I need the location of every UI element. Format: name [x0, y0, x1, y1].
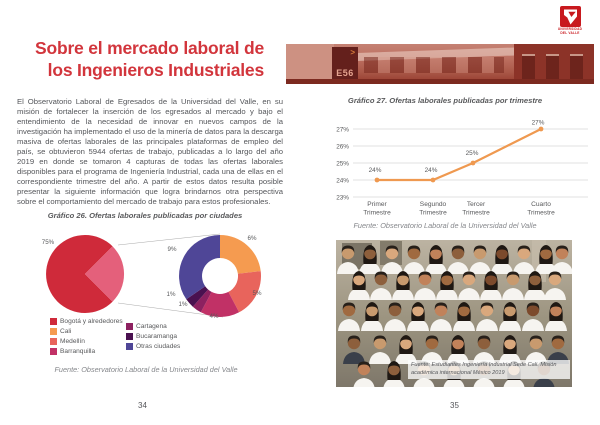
donut-label-otras: 9% [168, 246, 177, 253]
legend-item-otras: Otras ciudades [126, 343, 180, 350]
donut-label-medellin: 5% [253, 290, 262, 297]
chart26-legend: Bogotá y alrededores Cali Medellín Barra… [50, 318, 260, 360]
univalle-emblem-icon [563, 9, 577, 25]
page-title-line2: los Ingenieros Industriales [47, 59, 265, 80]
donut-slice-cali [220, 235, 261, 274]
legend-swatch-medellin [50, 338, 57, 345]
page-title-line1: Sobre el mercado laboral de [35, 38, 264, 58]
photo-door [570, 54, 583, 84]
legend-label-cali: Cali [60, 328, 72, 335]
svg-text:26%: 26% [336, 144, 349, 151]
legend-swatch-barranquilla [50, 348, 57, 355]
chart26-source: Fuente: Observatorio Laboral de la Unive… [54, 365, 238, 374]
univalle-logo-icon [559, 6, 581, 27]
pie-connector-top [117, 233, 221, 246]
pie-label-bogota: 75% [42, 239, 55, 246]
photo-door [522, 54, 535, 84]
legend-item-cali: Cali [50, 328, 71, 335]
legend-item-medellin: Medellín [50, 338, 85, 345]
chart27-source: Fuente: Observatorio Laboral de la Unive… [353, 221, 537, 230]
donut-slice-barranquilla [200, 291, 240, 318]
svg-text:Trimestre: Trimestre [462, 210, 490, 217]
donut-label-barranquilla: 4% [210, 313, 219, 320]
svg-text:27%: 27% [336, 127, 349, 134]
donut-slice-cartagena [192, 289, 212, 313]
sign-arrow-icon: > [350, 48, 355, 57]
legend-swatch-cartagena [126, 323, 133, 330]
donut-slice-otras [179, 235, 220, 300]
svg-text:Trimestre: Trimestre [363, 210, 391, 217]
donut-label-bucaramanga: 1% [167, 291, 176, 298]
svg-text:24%: 24% [425, 167, 438, 174]
legend-item-bogota: Bogotá y alrededores [50, 318, 123, 325]
svg-text:Cuarto: Cuarto [531, 201, 551, 208]
legend-item-cartagena: Cartagena [126, 323, 167, 330]
students-photo: Fuente: Estudiantes Ingeniería Industria… [336, 240, 572, 387]
students-photo-caption: Fuente: Estudiantes Ingeniería Industria… [408, 360, 570, 379]
legend-label-otras: Otras ciudades [136, 343, 181, 350]
legend-swatch-bogota [50, 318, 57, 325]
sign-code: E56 [336, 68, 354, 78]
page-title: Sobre el mercado laboral de los Ingenier… [18, 38, 264, 81]
pie-connector-bottom [117, 302, 224, 318]
photo-wall [286, 44, 334, 84]
page-number-left: 34 [138, 401, 147, 410]
chart26-caption: Gráfico 26. Ofertas laborales publicadas… [47, 211, 243, 220]
legend-swatch-bucaramanga [126, 333, 133, 340]
legend-item-bucaramanga: Bucaramanga [126, 333, 177, 340]
svg-text:25%: 25% [466, 150, 479, 157]
legend-label-bogota: Bogotá y alrededores [60, 318, 123, 325]
legend-item-barranquilla: Barranquilla [50, 348, 95, 355]
svg-text:Trimestre: Trimestre [527, 210, 555, 217]
building-sign: > E56 [332, 47, 358, 84]
data-points [374, 126, 544, 183]
donut-slice-medellin [228, 271, 261, 313]
legend-swatch-cali [50, 328, 57, 335]
chart27-line-chart: 27% 26% 25% 24% 23% 24% 24% 25% 27% Prim… [336, 120, 588, 217]
legend-label-cartagena: Cartagena [136, 323, 167, 330]
photo-bottom-strip [286, 79, 594, 84]
x-axis-labels: Primer Trimestre Segundo Trimestre Terce… [363, 201, 555, 217]
photo-windows [364, 57, 504, 73]
svg-text:Tercer: Tercer [467, 201, 486, 208]
svg-text:27%: 27% [532, 120, 545, 127]
pie-slice-bogota [46, 235, 113, 313]
svg-text:Primer: Primer [367, 201, 387, 208]
univalle-logo: UNIVERSIDAD DEL VALLE [556, 6, 584, 35]
photo-door [546, 54, 559, 84]
legend-swatch-otras [126, 343, 133, 350]
univalle-logo-text: UNIVERSIDAD DEL VALLE [557, 27, 583, 35]
donut-label-cali: 6% [248, 235, 257, 242]
svg-text:Trimestre: Trimestre [419, 210, 447, 217]
svg-text:Segundo: Segundo [420, 201, 447, 208]
svg-text:23%: 23% [336, 195, 349, 202]
svg-text:25%: 25% [336, 161, 349, 168]
trend-line [375, 127, 543, 182]
y-axis-ticks: 27% 26% 25% 24% 23% [336, 127, 349, 202]
donut-label-cartagena: 1% [179, 301, 188, 308]
legend-label-medellin: Medellín [60, 338, 85, 345]
pie-slice-other-combined [85, 246, 125, 302]
page-number-right: 35 [450, 401, 459, 410]
svg-text:24%: 24% [369, 167, 382, 174]
intro-paragraph: El Observatorio Laboral de Egresados de … [17, 97, 283, 206]
chart26-pie-of-pie: 75% 6% 5% 4% 1% 1% 9% [42, 233, 262, 320]
legend-label-barranquilla: Barranquilla [60, 348, 96, 355]
photo-dark-building [514, 44, 594, 84]
donut-slice-bucaramanga [186, 286, 209, 307]
chart27-caption: Gráfico 27. Ofertas laborales publicadas… [347, 96, 543, 105]
svg-text:24%: 24% [336, 178, 349, 185]
data-labels: 24% 24% 25% 27% [369, 120, 545, 175]
legend-label-bucaramanga: Bucaramanga [136, 333, 178, 340]
campus-header-photo: > E56 [286, 44, 594, 84]
